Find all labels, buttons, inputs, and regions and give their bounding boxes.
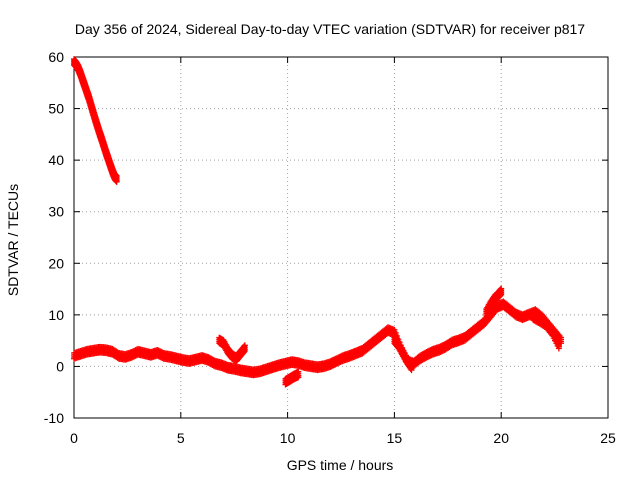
y-tick-label: 50	[48, 101, 64, 117]
data-point	[555, 345, 562, 352]
x-tick-label: 5	[177, 430, 185, 446]
y-axis-label: SDTVAR / TECUs	[5, 184, 21, 296]
series-segment-peak-20h	[483, 285, 505, 318]
series-segment-hump-7h	[216, 334, 248, 365]
x-tick-label: 25	[600, 430, 616, 446]
series-segment-dip-10h	[282, 368, 302, 388]
chart-title: Day 356 of 2024, Sidereal Day-to-day VTE…	[75, 21, 585, 37]
x-tick-label: 0	[70, 430, 78, 446]
series-segment-early-decline	[71, 56, 120, 185]
plot-frame	[73, 56, 609, 419]
x-tick-label: 20	[493, 430, 509, 446]
data-point	[113, 178, 120, 185]
data-point	[295, 374, 302, 381]
y-tick-label: 40	[48, 152, 64, 168]
y-tick-label: -10	[44, 410, 64, 426]
data-point	[498, 291, 505, 298]
x-axis-label: GPS time / hours	[287, 457, 394, 473]
y-tick-labels: -10 0 10 20 30 40 50 60	[44, 49, 64, 426]
x-tick-label: 10	[280, 430, 296, 446]
y-tick-label: 20	[48, 255, 64, 271]
data-point	[408, 367, 415, 374]
x-tick-label: 15	[387, 430, 403, 446]
data-point	[241, 349, 248, 356]
y-tick-label: 10	[48, 307, 64, 323]
y-tick-label: 60	[48, 49, 64, 65]
y-tick-label: 0	[56, 358, 64, 374]
data-points	[71, 56, 565, 388]
y-tick-label: 30	[48, 204, 64, 220]
x-tick-labels: 0 5 10 15 20 25	[70, 430, 616, 446]
data-point	[241, 348, 248, 355]
series-segment-tail-22h	[530, 311, 562, 352]
series-segment-dip-16h	[391, 334, 415, 374]
